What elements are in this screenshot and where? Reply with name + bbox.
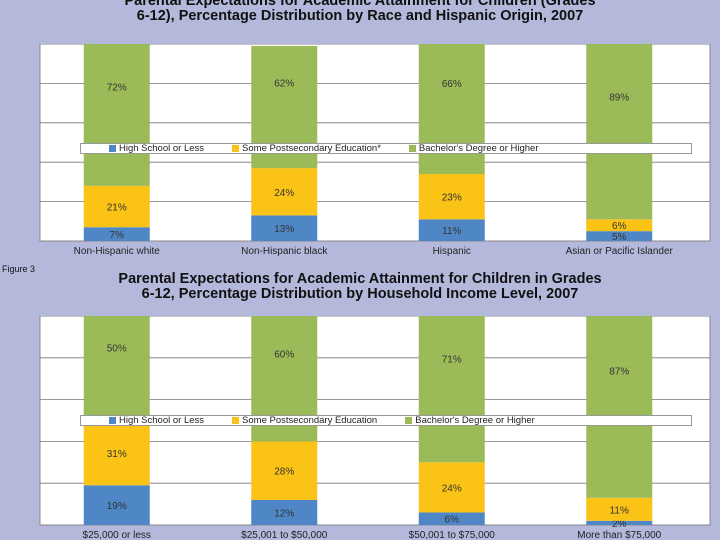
category-label: $50,001 to $75,000 <box>409 530 496 540</box>
bar-segment-0-0-0 <box>83 227 150 241</box>
legend-swatch <box>405 417 413 424</box>
category-label: Non-Hispanic white <box>74 246 161 257</box>
legend-item: High School or Less <box>109 415 204 426</box>
data-label: 7% <box>110 230 125 241</box>
legend-label: Some Postsecondary Education* <box>242 143 381 154</box>
legend-item: Some Postsecondary Education* <box>232 143 381 154</box>
data-label: 31% <box>107 449 127 460</box>
legend-race: High School or Less Some Postsecondary Ed… <box>80 143 692 154</box>
data-label: 12% <box>274 508 294 519</box>
bar-segment-0-3-1 <box>586 219 653 232</box>
bar-segment-0-2-0 <box>418 219 485 241</box>
bar-segment-0-3-0 <box>586 231 653 241</box>
data-label: 6% <box>445 515 460 526</box>
data-label: 11% <box>610 505 629 516</box>
legend-swatch <box>408 145 416 152</box>
data-label: 2% <box>612 519 627 530</box>
category-label: More than $75,000 <box>577 530 661 540</box>
figure-label: Figure 3 <box>2 264 36 274</box>
category-label: $25,001 to $50,000 <box>241 530 328 540</box>
bar-segment-1-0-0 <box>83 485 150 525</box>
data-label: 5% <box>612 232 627 243</box>
legend-swatch <box>232 417 240 424</box>
legend-income: High School or Less Some Postsecondary Ed… <box>80 415 692 426</box>
legend-item: High School or Less <box>109 143 204 154</box>
bar-segment-1-2-0 <box>418 512 485 525</box>
category-label: Asian or Pacific Islander <box>566 246 674 257</box>
data-label: 24% <box>274 188 294 199</box>
bar-segment-0-1-1 <box>251 168 318 216</box>
bar-segment-1-1-1 <box>251 441 318 500</box>
data-label: 66% <box>442 79 462 90</box>
category-label: $25,000 or less <box>83 530 151 540</box>
data-label: 89% <box>609 93 629 104</box>
stacked-bar-chart-race: 7% 21% 72% Non-Hispanic white 13% 24% 62% Non-H… <box>39 44 711 257</box>
bar-segment-0-0-1 <box>83 185 150 228</box>
legend-label: Some Postsecondary Education <box>242 415 378 426</box>
bar-segment-1-1-0 <box>251 499 318 525</box>
legend-item: Some Postsecondary Education <box>232 415 377 426</box>
bar-segment-0-1-0 <box>251 215 318 241</box>
bar-segment-0-0-2 <box>83 44 150 186</box>
data-label: 23% <box>442 193 462 204</box>
legend-label: Bachelor's Degree or Higher <box>415 415 535 426</box>
bar-segment-0-2-2 <box>418 44 485 175</box>
data-label: 50% <box>107 343 127 354</box>
legend-label: High School or Less <box>119 415 205 426</box>
bar-segment-0-3-2 <box>586 44 653 220</box>
chart-title-race: Parental Expectations for Academic Attai… <box>124 0 596 24</box>
legend-swatch <box>232 145 240 152</box>
legend-swatch <box>109 417 116 424</box>
legend-label: Bachelor's Degree or Higher <box>418 143 539 154</box>
data-label: 24% <box>442 483 462 494</box>
data-label: 21% <box>107 203 127 214</box>
legend-item: Bachelor's Degree or Higher <box>405 415 535 426</box>
bar-segment-1-2-1 <box>418 462 485 513</box>
legend-label: High School or Less <box>119 143 205 154</box>
category-label: Non-Hispanic black <box>241 246 328 257</box>
data-label: 28% <box>274 467 294 478</box>
data-label: 13% <box>274 224 294 235</box>
data-label: 6% <box>612 221 627 232</box>
bar-segment-1-3-0 <box>586 520 653 525</box>
legend-swatch <box>109 145 116 152</box>
bar-segment-1-0-1 <box>83 420 150 486</box>
data-label: 62% <box>274 79 294 90</box>
data-label: 72% <box>107 83 127 94</box>
data-label: 19% <box>107 501 127 512</box>
data-label: 71% <box>442 354 462 365</box>
bar-segment-1-3-1 <box>586 497 653 521</box>
chart-title-income: Parental Expectations for Academic Attai… <box>118 271 602 302</box>
legend-item: Bachelor's Degree or Higher <box>408 143 539 154</box>
data-label: 11% <box>442 226 461 237</box>
bar-segment-0-2-1 <box>418 174 485 220</box>
bar-segment-1-2-2 <box>418 316 485 463</box>
category-label: Hispanic <box>433 246 471 257</box>
data-label: 60% <box>274 350 294 361</box>
bar-segment-1-0-2 <box>83 316 150 421</box>
data-label: 87% <box>609 367 629 378</box>
stacked-bar-chart-income: 19% 31% 50% $25,000 or less 12% 28% 60% $25,001… <box>39 316 711 540</box>
bar-segment-1-3-2 <box>586 316 653 498</box>
